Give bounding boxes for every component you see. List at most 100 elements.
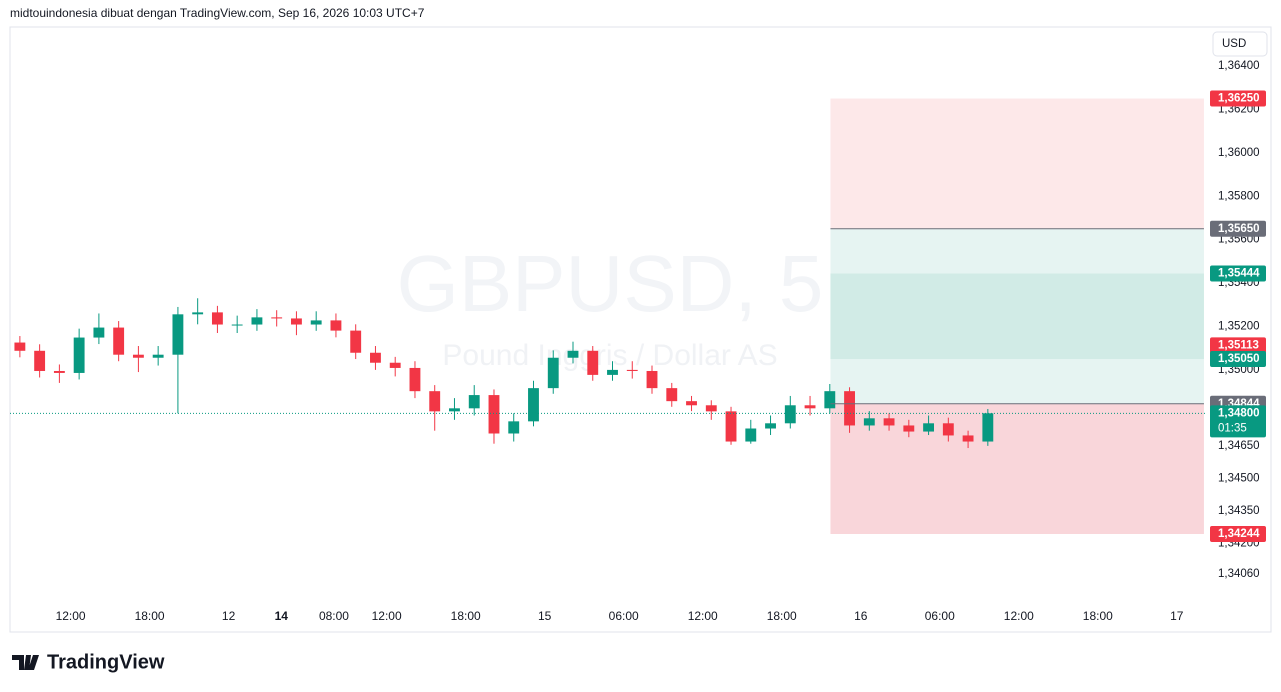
header: midtouindonesia dibuat dengan TradingVie… bbox=[10, 6, 425, 20]
y-tick-label: 1,36000 bbox=[1218, 147, 1260, 159]
candle-body bbox=[468, 395, 480, 409]
x-tick-label: 17 bbox=[1170, 609, 1184, 623]
x-tick-label: 14 bbox=[275, 609, 289, 623]
price-label-box bbox=[1210, 220, 1266, 237]
candle-body bbox=[804, 405, 816, 409]
x-tick-label: 12:00 bbox=[688, 609, 718, 623]
candle-body bbox=[903, 425, 915, 432]
y-tick-label: 1,35200 bbox=[1218, 321, 1260, 333]
candle-body bbox=[370, 352, 381, 363]
candle-body bbox=[488, 395, 500, 434]
candle-body bbox=[824, 391, 836, 409]
x-tick-label: 06:00 bbox=[925, 609, 955, 623]
y-tick-label: 1,34060 bbox=[1218, 568, 1260, 580]
candle-body bbox=[429, 391, 441, 412]
y-tick-label: 1,34500 bbox=[1218, 472, 1260, 484]
candle-body bbox=[172, 314, 184, 355]
x-tick-label: 12:00 bbox=[1004, 609, 1034, 623]
candle-body bbox=[113, 327, 125, 355]
price-label: 1,35050 bbox=[1218, 353, 1260, 365]
candle-body bbox=[725, 411, 737, 442]
x-tick-label: 18:00 bbox=[767, 609, 797, 623]
price-label-box bbox=[1210, 90, 1266, 107]
price-label: 1,36250 bbox=[1218, 93, 1260, 105]
price-label-box bbox=[1210, 526, 1266, 543]
price-label-box bbox=[1210, 405, 1266, 438]
candle-body bbox=[291, 318, 302, 325]
candle-body bbox=[962, 435, 974, 442]
candle-body bbox=[508, 421, 520, 434]
x-tick-label: 16 bbox=[854, 609, 868, 623]
chart-frame bbox=[9, 26, 1272, 633]
candle-body bbox=[765, 423, 776, 429]
candle-body bbox=[449, 408, 460, 412]
candle-body bbox=[389, 362, 401, 368]
countdown: 01:35 bbox=[1218, 422, 1247, 434]
price-label: 1,35113 bbox=[1218, 339, 1259, 351]
x-tick-label: 12:00 bbox=[56, 609, 86, 623]
candle-body bbox=[132, 354, 144, 358]
candle-body bbox=[784, 405, 796, 424]
currency-button[interactable] bbox=[1212, 31, 1268, 57]
candle-body bbox=[547, 357, 559, 389]
price-label: 1,34800 bbox=[1218, 407, 1260, 419]
candle-body bbox=[53, 370, 65, 373]
price-label: 1,35444 bbox=[1218, 268, 1260, 280]
candle-body bbox=[844, 391, 855, 426]
x-tick-label: 12:00 bbox=[372, 609, 402, 623]
candle-body bbox=[409, 367, 421, 392]
candle-body bbox=[646, 370, 658, 389]
price-label: 1,34244 bbox=[1218, 528, 1260, 540]
candle-body bbox=[587, 350, 599, 375]
candle-body bbox=[231, 324, 243, 326]
candle-body bbox=[192, 312, 204, 315]
candle-body bbox=[567, 350, 579, 358]
y-tick-label: 1,34350 bbox=[1218, 505, 1260, 517]
x-tick-label: 18:00 bbox=[135, 609, 165, 623]
candle-body bbox=[883, 418, 895, 426]
candle-body bbox=[310, 320, 322, 325]
position-zone bbox=[830, 273, 1204, 360]
candle-body bbox=[528, 388, 539, 422]
candle-body bbox=[942, 423, 954, 436]
candle-body bbox=[330, 320, 342, 331]
candle-body bbox=[93, 327, 105, 338]
x-tick-label: 12 bbox=[222, 609, 236, 623]
x-tick-label: 18:00 bbox=[1083, 609, 1113, 623]
price-label-box bbox=[1210, 351, 1266, 368]
x-tick-label: 18:00 bbox=[451, 609, 481, 623]
candle-body bbox=[607, 369, 618, 375]
candle-body bbox=[350, 330, 362, 353]
candle-body bbox=[34, 350, 46, 371]
candle-body bbox=[863, 418, 875, 426]
watermark-subtitle: Pound Inggris / Dollar AS bbox=[442, 339, 777, 372]
candle-body bbox=[73, 337, 85, 373]
price-label-box bbox=[1210, 337, 1266, 354]
candle-body bbox=[271, 317, 283, 319]
candle-body bbox=[211, 312, 223, 325]
candle-body bbox=[923, 423, 935, 432]
x-tick-label: 15 bbox=[538, 609, 552, 623]
position-zone bbox=[830, 98, 1204, 229]
x-tick-label: 08:00 bbox=[319, 609, 349, 623]
y-tick-label: 1,35800 bbox=[1218, 190, 1260, 202]
x-tick-label: 06:00 bbox=[609, 609, 639, 623]
candle-body bbox=[745, 428, 757, 442]
y-tick-label: 1,36400 bbox=[1218, 60, 1260, 72]
candle-body bbox=[152, 354, 164, 358]
y-tick-label: 1,34650 bbox=[1218, 440, 1260, 452]
candle-body bbox=[14, 342, 26, 351]
currency: USD bbox=[1222, 38, 1246, 50]
candle-body bbox=[686, 401, 697, 406]
watermark: GBPUSD, 5 bbox=[397, 239, 824, 328]
candle-body bbox=[666, 388, 678, 402]
candle-body bbox=[705, 405, 717, 412]
logo-icon bbox=[12, 655, 39, 670]
candle-body bbox=[982, 413, 994, 442]
candle-body bbox=[251, 317, 263, 325]
price-label: 1,35650 bbox=[1218, 223, 1260, 235]
price-label-box bbox=[1210, 265, 1266, 282]
logo-text: TradingView bbox=[47, 651, 165, 673]
candle-body bbox=[626, 369, 638, 371]
